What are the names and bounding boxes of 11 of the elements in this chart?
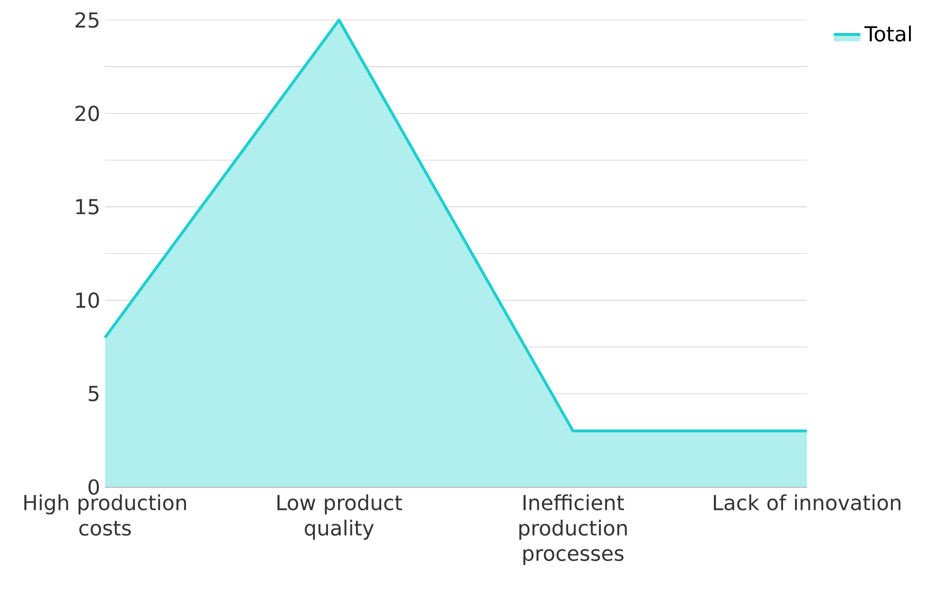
y-tick-label: 15 — [76, 199, 98, 214]
y-tick-label: 10 — [76, 292, 99, 308]
x-tick-label: High production costs — [24, 494, 186, 536]
y-tick-label: 20 — [75, 106, 99, 122]
legend-label: Total — [864, 26, 911, 42]
y-tick-label: 25 — [75, 12, 98, 28]
x-tick-label: Lack of innovation — [714, 494, 900, 510]
y-tick-label: 0 — [88, 479, 99, 495]
x-tick-label: Low product quality — [277, 494, 402, 540]
x-tick-label: Inefficient production processes — [519, 494, 627, 566]
y-tick-label: 5 — [88, 386, 98, 402]
